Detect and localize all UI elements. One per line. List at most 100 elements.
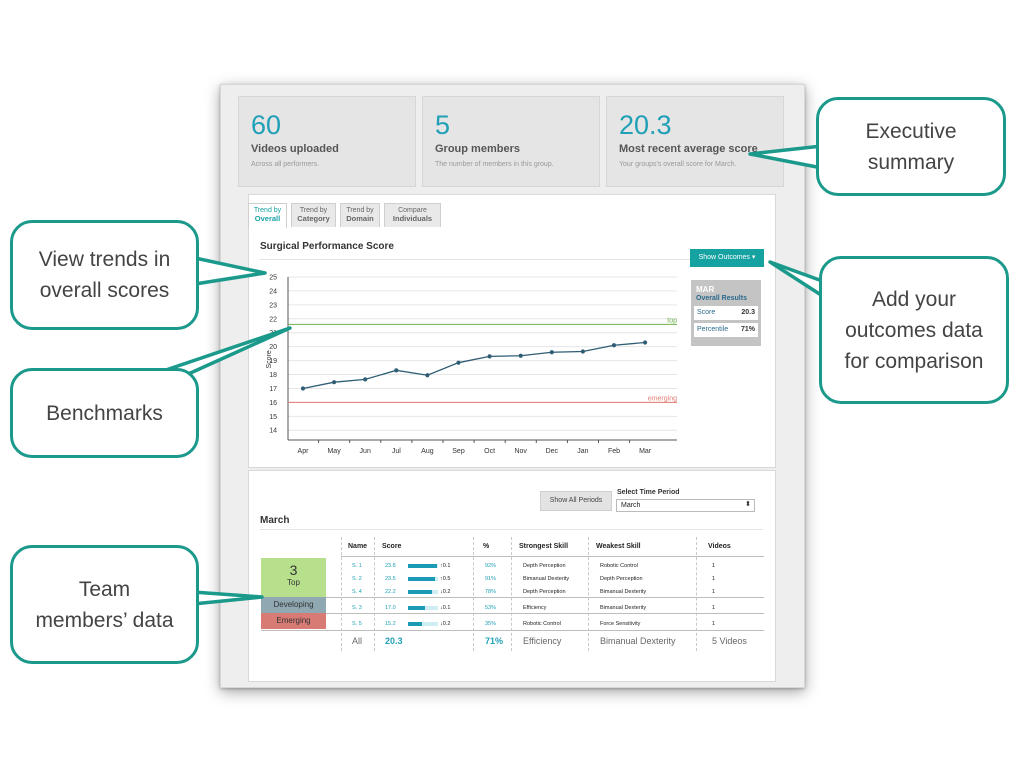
x-tick-label: Apr: [298, 448, 310, 455]
outcomes-month: MAR: [696, 285, 715, 294]
y-tick-label: 22: [269, 316, 277, 323]
member-weakest-skill: Force Sensitivity: [600, 621, 641, 627]
data-point: [643, 340, 648, 345]
outcomes-score-row: Score 20.3: [694, 306, 758, 320]
member-name[interactable]: S. 5: [352, 621, 362, 627]
data-point: [425, 373, 430, 378]
member-videos: 1: [712, 621, 716, 627]
select-arrows-icon: ⬍: [745, 501, 751, 508]
outcomes-title: Overall Results: [696, 295, 747, 302]
y-tick-label: 18: [269, 372, 277, 379]
y-tick-label: 24: [269, 288, 277, 295]
tab-label: Individuals: [392, 214, 433, 223]
y-axis-label: Score: [266, 350, 273, 368]
chart-section: [248, 194, 776, 468]
total-pct: 71%: [485, 636, 504, 646]
member-strongest-skill: Depth Perception: [523, 589, 566, 595]
member-score-change: ↑0.5: [440, 576, 451, 582]
tab-trend-category[interactable]: Trend by Category: [291, 203, 336, 227]
member-percent: 78%: [485, 589, 497, 595]
total-strongest: Efficiency: [523, 636, 562, 646]
show-all-periods-button[interactable]: Show All Periods: [540, 491, 612, 511]
score-bar-fill: [408, 577, 435, 581]
y-tick-label: 16: [269, 400, 277, 407]
tab-trend-domain[interactable]: Trend by Domain: [340, 203, 380, 227]
summary-card-members: 5 Group members The number of members in…: [422, 96, 600, 187]
member-score: 15.2: [385, 621, 396, 627]
tab-compare-individuals[interactable]: Compare Individuals: [384, 203, 441, 227]
score-bar: [408, 577, 438, 581]
outcomes-percentile-value: 71%: [740, 326, 755, 333]
outcomes-results-box: MAR Overall Results Score 20.3 Percentil…: [691, 280, 761, 346]
member-score-change: ↓0.1: [440, 605, 451, 611]
score-bar-fill: [408, 606, 425, 610]
member-score: 22.2: [385, 589, 396, 595]
col-divider: [374, 537, 375, 651]
tab-label: Domain: [346, 214, 374, 223]
tab-top-label: Trend by: [299, 207, 328, 214]
divider: [260, 259, 730, 260]
callout-text: Team members’ data: [35, 577, 174, 632]
member-strongest-skill: Depth Perception: [523, 563, 566, 569]
member-score: 23.8: [385, 563, 396, 569]
time-period-select[interactable]: March ⬍: [616, 499, 755, 512]
summary-label: Videos uploaded: [251, 143, 339, 155]
total-name: All: [352, 636, 363, 646]
pointer-exec-summary: [748, 144, 824, 170]
member-videos: 1: [712, 589, 716, 595]
member-name[interactable]: S. 2: [352, 576, 362, 582]
show-outcomes-button[interactable]: Show Outcomes ▾: [690, 249, 764, 267]
member-percent: 92%: [485, 563, 497, 569]
member-videos: 1: [712, 563, 716, 569]
callout-add-outcomes: Add your outcomes data for comparison: [819, 256, 1009, 404]
member-videos: 1: [712, 576, 716, 582]
x-tick-label: Sep: [452, 448, 465, 455]
tab-top-label: Trend by: [253, 207, 282, 214]
x-tick-label: Feb: [608, 448, 620, 455]
total-videos: 5 Videos: [712, 636, 747, 646]
x-tick-label: Nov: [514, 448, 527, 455]
member-videos: 1: [712, 605, 716, 611]
member-name[interactable]: S. 4: [352, 589, 362, 595]
member-strongest-skill: Bimanual Dexterity: [523, 576, 570, 582]
y-tick-label: 25: [269, 275, 277, 282]
chart-title: Surgical Performance Score: [260, 241, 394, 252]
time-period-label: Select Time Period: [617, 489, 680, 496]
summary-card-average: 20.3 Most recent average score Your grou…: [606, 96, 784, 187]
tab-trend-overall[interactable]: Trend by Overall: [248, 203, 287, 228]
data-point: [363, 377, 368, 382]
callout-team-members: Team members’ data: [10, 545, 199, 664]
data-point: [549, 350, 554, 355]
callout-text: Benchmarks: [46, 401, 163, 425]
tier-top-count: 3: [289, 562, 298, 578]
col-header-strongest: Strongest Skill: [519, 543, 569, 550]
benchmark-label-emerging: emerging: [648, 395, 677, 402]
tier-developing: Developing: [261, 597, 326, 613]
member-name[interactable]: S. 1: [352, 563, 362, 569]
col-divider: [511, 537, 512, 651]
score-bar: [408, 622, 438, 626]
time-period-value: March: [621, 502, 641, 509]
col-header-pct: %: [483, 543, 490, 550]
tab-label: Category: [297, 214, 330, 223]
y-tick-label: 20: [269, 344, 277, 351]
callout-text: Add your outcomes data for comparison: [844, 287, 984, 373]
divider: [260, 529, 763, 530]
y-tick-label: 15: [269, 414, 277, 421]
member-name[interactable]: S. 3: [352, 605, 362, 611]
summary-label: Most recent average score: [619, 143, 758, 155]
score-bar: [408, 606, 438, 610]
x-tick-label: Jul: [392, 448, 401, 455]
score-bar: [408, 590, 438, 594]
data-point: [611, 343, 617, 348]
x-tick-label: Oct: [484, 448, 495, 455]
data-point: [394, 368, 399, 373]
member-score-change: ↓0.2: [440, 621, 451, 627]
tab-top-label: Compare: [398, 207, 427, 214]
dashboard-panel: 60 Videos uploaded Across all performers…: [220, 84, 805, 688]
col-divider: [341, 537, 342, 651]
tier-top: 3 Top: [261, 558, 326, 597]
member-percent: 53%: [485, 605, 497, 611]
callout-executive-summary: Executive summary: [816, 97, 1006, 196]
total-weakest: Bimanual Dexterity: [600, 636, 676, 646]
